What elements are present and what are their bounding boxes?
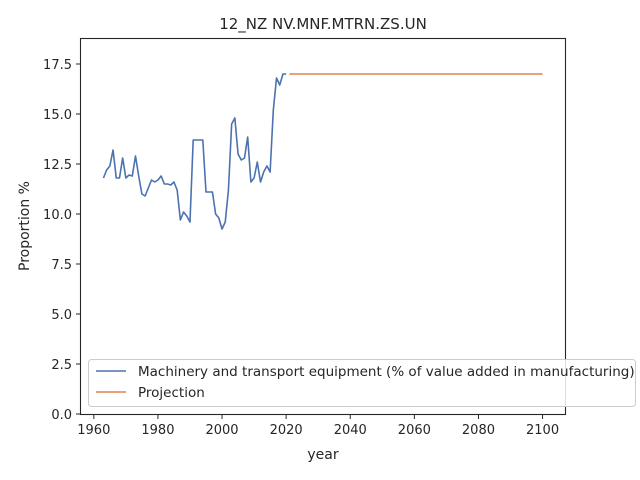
y-tick-label: 5.0 xyxy=(51,308,72,323)
y-tick-label: 12.5 xyxy=(43,158,72,173)
x-tick-label: 2020 xyxy=(270,423,303,438)
x-tick-label: 2040 xyxy=(334,423,367,438)
y-tick-label: 7.5 xyxy=(51,258,72,273)
series-line-0 xyxy=(102,73,287,230)
y-tick-label: 10.0 xyxy=(43,208,72,223)
chart-title: 12_NZ NV.MNF.MTRN.ZS.UN xyxy=(219,15,427,34)
x-tick-label: 2100 xyxy=(526,423,559,438)
y-tick-label: 0.0 xyxy=(51,408,72,423)
x-axis-label: year xyxy=(307,447,338,463)
y-axis: 0.0 2.5 5.0 7.5 10.0 12.5 15.0 17.5 xyxy=(43,58,81,423)
y-tick-label: 2.5 xyxy=(51,358,72,373)
y-axis-label: Proportion % xyxy=(17,181,33,271)
plot-lines xyxy=(102,73,543,230)
x-tick-label: 2060 xyxy=(398,423,431,438)
legend-label-machinery: Machinery and transport equipment (% of … xyxy=(138,364,635,380)
x-axis: 1960 1980 2000 2020 2040 2060 2080 2100 xyxy=(77,414,559,438)
x-tick-label: 2000 xyxy=(205,423,238,438)
plot-frame xyxy=(79,37,567,416)
legend: Machinery and transport equipment (% of … xyxy=(88,359,636,407)
x-tick-label: 2080 xyxy=(462,423,495,438)
legend-label-projection: Projection xyxy=(138,385,205,401)
y-tick-label: 17.5 xyxy=(43,58,72,73)
y-tick-label: 15.0 xyxy=(43,108,72,123)
x-tick-label: 1960 xyxy=(77,423,110,438)
x-tick-label: 1980 xyxy=(141,423,174,438)
legend-box xyxy=(88,359,636,407)
